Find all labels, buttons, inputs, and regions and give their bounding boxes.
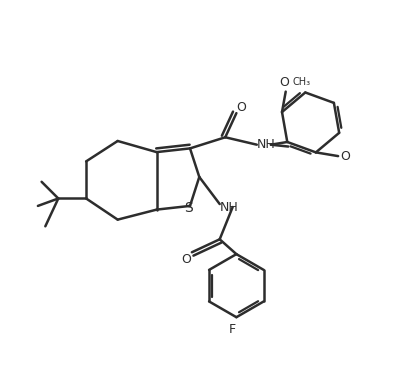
Text: O: O: [340, 150, 350, 162]
Text: S: S: [183, 201, 192, 215]
Text: F: F: [228, 322, 236, 336]
Text: NH: NH: [256, 138, 275, 151]
Text: O: O: [181, 253, 191, 266]
Text: O: O: [235, 101, 245, 114]
Text: NH: NH: [219, 201, 238, 214]
Text: CH₃: CH₃: [292, 77, 310, 87]
Text: O: O: [278, 76, 288, 89]
